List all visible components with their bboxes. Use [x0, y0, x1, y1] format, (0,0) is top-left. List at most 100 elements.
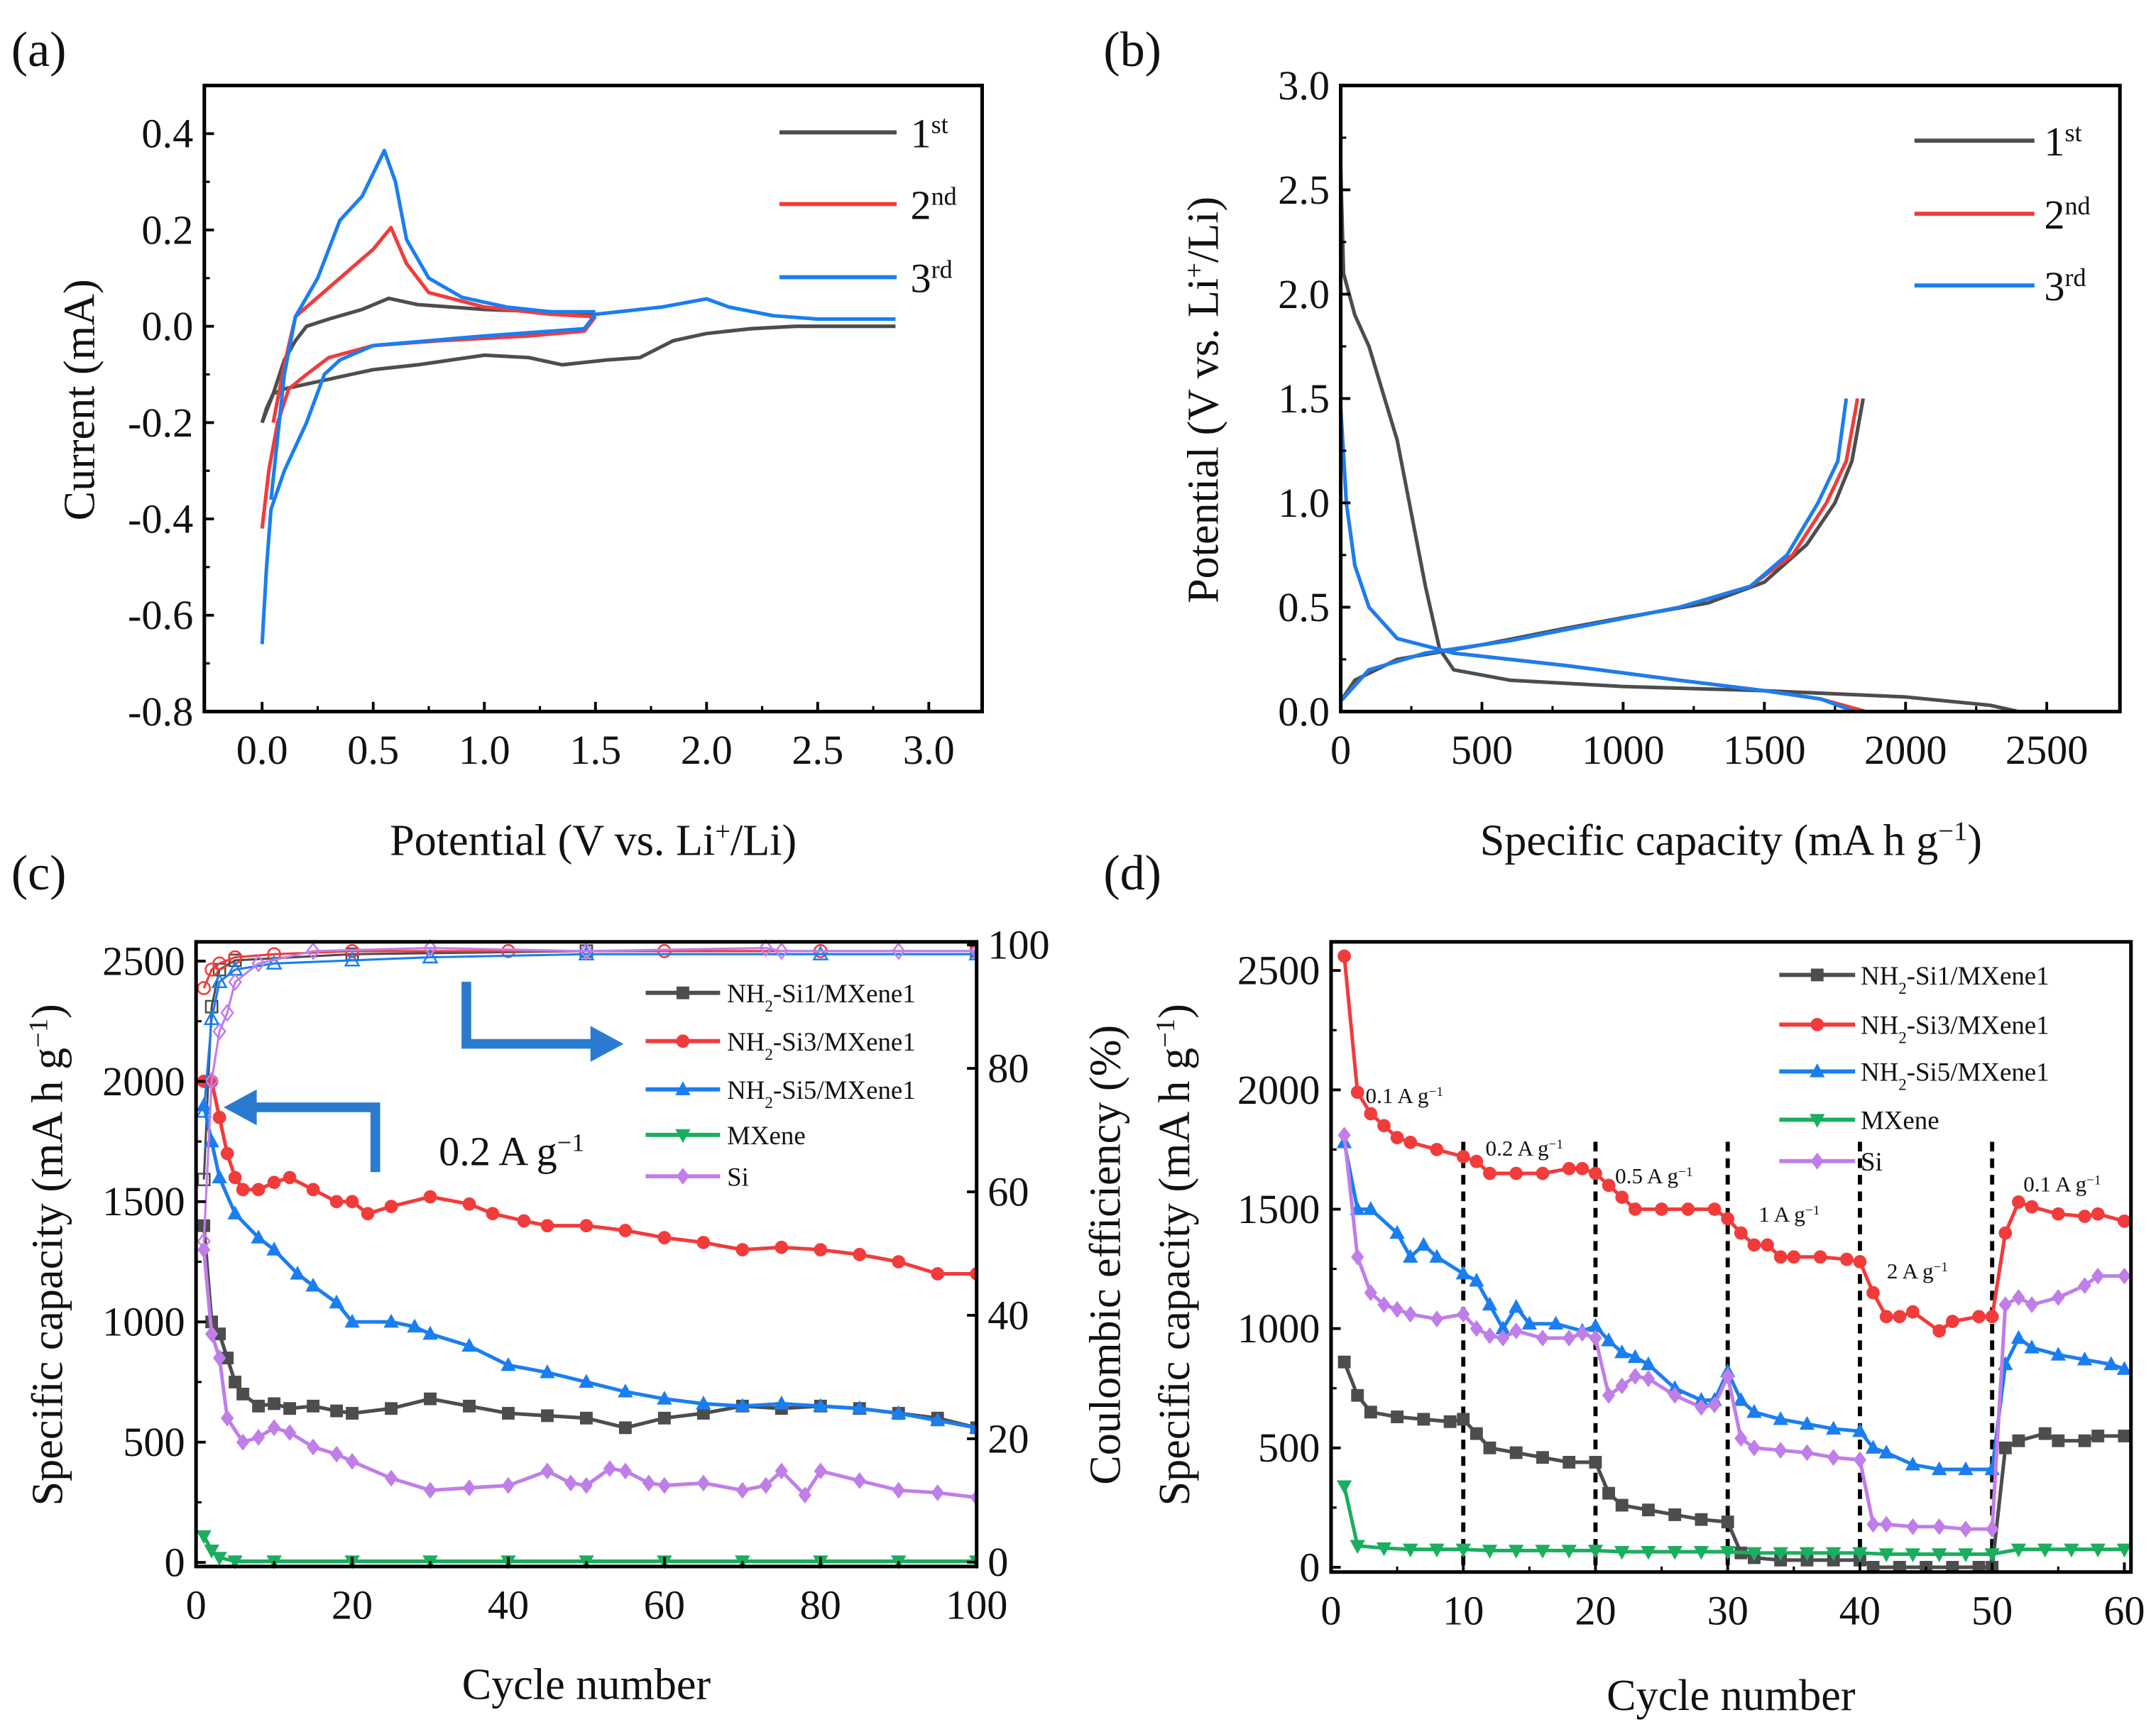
data-point-circle: [1364, 1107, 1378, 1121]
data-point-diamond: [423, 1481, 437, 1499]
legend-label-part: NH: [1861, 1011, 1898, 1040]
rate-label-part: 1 A g: [1758, 1202, 1805, 1227]
data-point-circle: [1390, 1131, 1404, 1144]
legend-label: NH2-Si3/MXene1: [727, 1027, 916, 1063]
data-point-square: [424, 1392, 437, 1405]
data-point-diamond: [1496, 1330, 1510, 1347]
data-point-square: [1642, 1503, 1655, 1517]
data-point-diamond: [1932, 1518, 1946, 1535]
y-tick-label: 3.0: [1278, 62, 1330, 109]
data-point-circle: [345, 1195, 359, 1209]
legend-label-part: MXene: [1861, 1106, 1939, 1135]
series-0: [1340, 168, 2019, 713]
data-point-circle: [618, 1224, 633, 1237]
legend-label-part: -Si3/MXene1: [773, 1027, 916, 1056]
legend-label-part: NH: [727, 979, 765, 1008]
plot-area: [260, 148, 896, 645]
data-point-triangle-down: [1403, 1543, 1418, 1558]
data-point-triangle-down: [196, 1530, 212, 1545]
data-point-circle: [1998, 1226, 2013, 1240]
data-point-diamond: [759, 1476, 772, 1494]
y-tick-label: 1500: [102, 1178, 185, 1224]
data-point-diamond: [1810, 1152, 1824, 1170]
current-density-annotation-part: −1: [557, 1129, 584, 1157]
y-right-tick-label: 0: [987, 1539, 1008, 1585]
y-tick-label-part: 1000: [1237, 1305, 1320, 1352]
y-tick-label: 500: [123, 1419, 185, 1465]
data-point-triangle-up: [1614, 1344, 1630, 1359]
data-point-triangle-down: [212, 1552, 227, 1566]
data-point-square: [236, 1387, 250, 1401]
y-tick-label-part: -0.8: [128, 689, 193, 735]
y-tick-label-part: 1.5: [1278, 376, 1330, 422]
data-point-triangle-up: [196, 1102, 212, 1118]
data-point-diamond: [1563, 1330, 1576, 1347]
data-point-triangle-down: [227, 1555, 243, 1569]
data-point-diamond: [853, 1472, 866, 1489]
x-tick-label: 0: [1330, 727, 1351, 773]
data-point-triangle-up: [212, 1169, 227, 1184]
data-point-diamond: [306, 1438, 320, 1456]
x-tick-label: 2.5: [792, 727, 843, 773]
data-point-diamond: [759, 938, 773, 958]
data-point-circle: [1403, 1135, 1418, 1149]
data-point-square: [463, 1399, 476, 1413]
data-point-diamond: [1827, 1449, 1840, 1467]
data-point-square: [2118, 1430, 2131, 1442]
data-point-circle: [1839, 1252, 1854, 1266]
x-tick-label-part: 30: [1707, 1587, 1749, 1633]
current-density-annotation: 0.2 A g−1: [439, 1129, 584, 1175]
data-point-triangle-up: [675, 1081, 691, 1095]
legend-label-part: NH: [727, 1075, 765, 1105]
data-point-square: [1351, 1388, 1364, 1402]
data-point-circle: [931, 1267, 945, 1281]
data-point-square: [2052, 1434, 2065, 1447]
x-axis-label-part: Specific capacity (mA h g: [1480, 816, 1939, 865]
data-point-triangle-down: [1984, 1548, 2000, 1562]
y-tick-label: 2.0: [1278, 271, 1330, 317]
y-axis-label-part: ): [1151, 1004, 1199, 1019]
series-3: [196, 1530, 977, 1569]
legend-item: 1st: [1914, 119, 2082, 165]
x-axis-label-part: Cycle number: [1607, 1672, 1856, 1720]
legend-label: 3rd: [2044, 263, 2086, 309]
data-point-circle: [1615, 1190, 1629, 1205]
legend-label-part: 1: [2044, 119, 2064, 165]
data-point-square: [1721, 1516, 1734, 1528]
legend-label: Si: [727, 1162, 749, 1191]
legend-label-part: 3: [910, 255, 931, 301]
data-point-circle: [423, 1190, 437, 1204]
data-point-triangle-up: [2010, 1330, 2027, 1344]
data-point-triangle-down: [2090, 1543, 2106, 1558]
rate-label-part: −1: [1934, 1259, 1949, 1274]
legend: NH2-Si1/MXene1NH2-Si3/MXene1NH2-Si5/MXen…: [645, 979, 916, 1191]
data-point-square: [1536, 1451, 1549, 1464]
x-tick-label-part: 0: [1330, 727, 1351, 773]
data-point-square: [2078, 1434, 2091, 1447]
data-point-triangle-up: [1852, 1423, 1868, 1437]
data-point-diamond: [423, 938, 437, 958]
y-tick-label-part: 2.0: [1278, 271, 1330, 317]
y-tick-label: 2500: [1237, 948, 1320, 994]
data-point-circle: [220, 1146, 234, 1161]
data-point-circle: [2051, 1207, 2065, 1221]
y-right-axis-label: Coulombic efficiency (%): [1082, 1025, 1130, 1485]
data-point-triangle-up: [500, 1356, 516, 1371]
data-point-triangle-down: [1852, 1547, 1868, 1562]
data-point-diamond: [1998, 1296, 2012, 1313]
rate-label-part: 0.5 A g: [1615, 1163, 1678, 1188]
y-tick-label: 0: [164, 1540, 185, 1586]
y-tick-label: 2000: [1237, 1067, 1320, 1113]
data-point-triangle-up: [1601, 1332, 1616, 1347]
x-tick-label-part: 40: [488, 1582, 529, 1628]
current-density-annotation-part: 0.2 A g: [439, 1129, 557, 1175]
x-tick-label: 60: [644, 1582, 685, 1628]
data-point-triangle-down: [2064, 1543, 2079, 1558]
legend-label-part: rd: [931, 255, 953, 283]
legend-label-part: -Si1/MXene1: [773, 979, 916, 1008]
legend-label-part: st: [931, 110, 948, 138]
data-point-circle: [236, 1183, 250, 1197]
y-tick-label-part: 2500: [1237, 948, 1320, 994]
y-tick-label: 2000: [102, 1058, 185, 1105]
rate-label-part: 0.1 A g: [2023, 1171, 2086, 1196]
